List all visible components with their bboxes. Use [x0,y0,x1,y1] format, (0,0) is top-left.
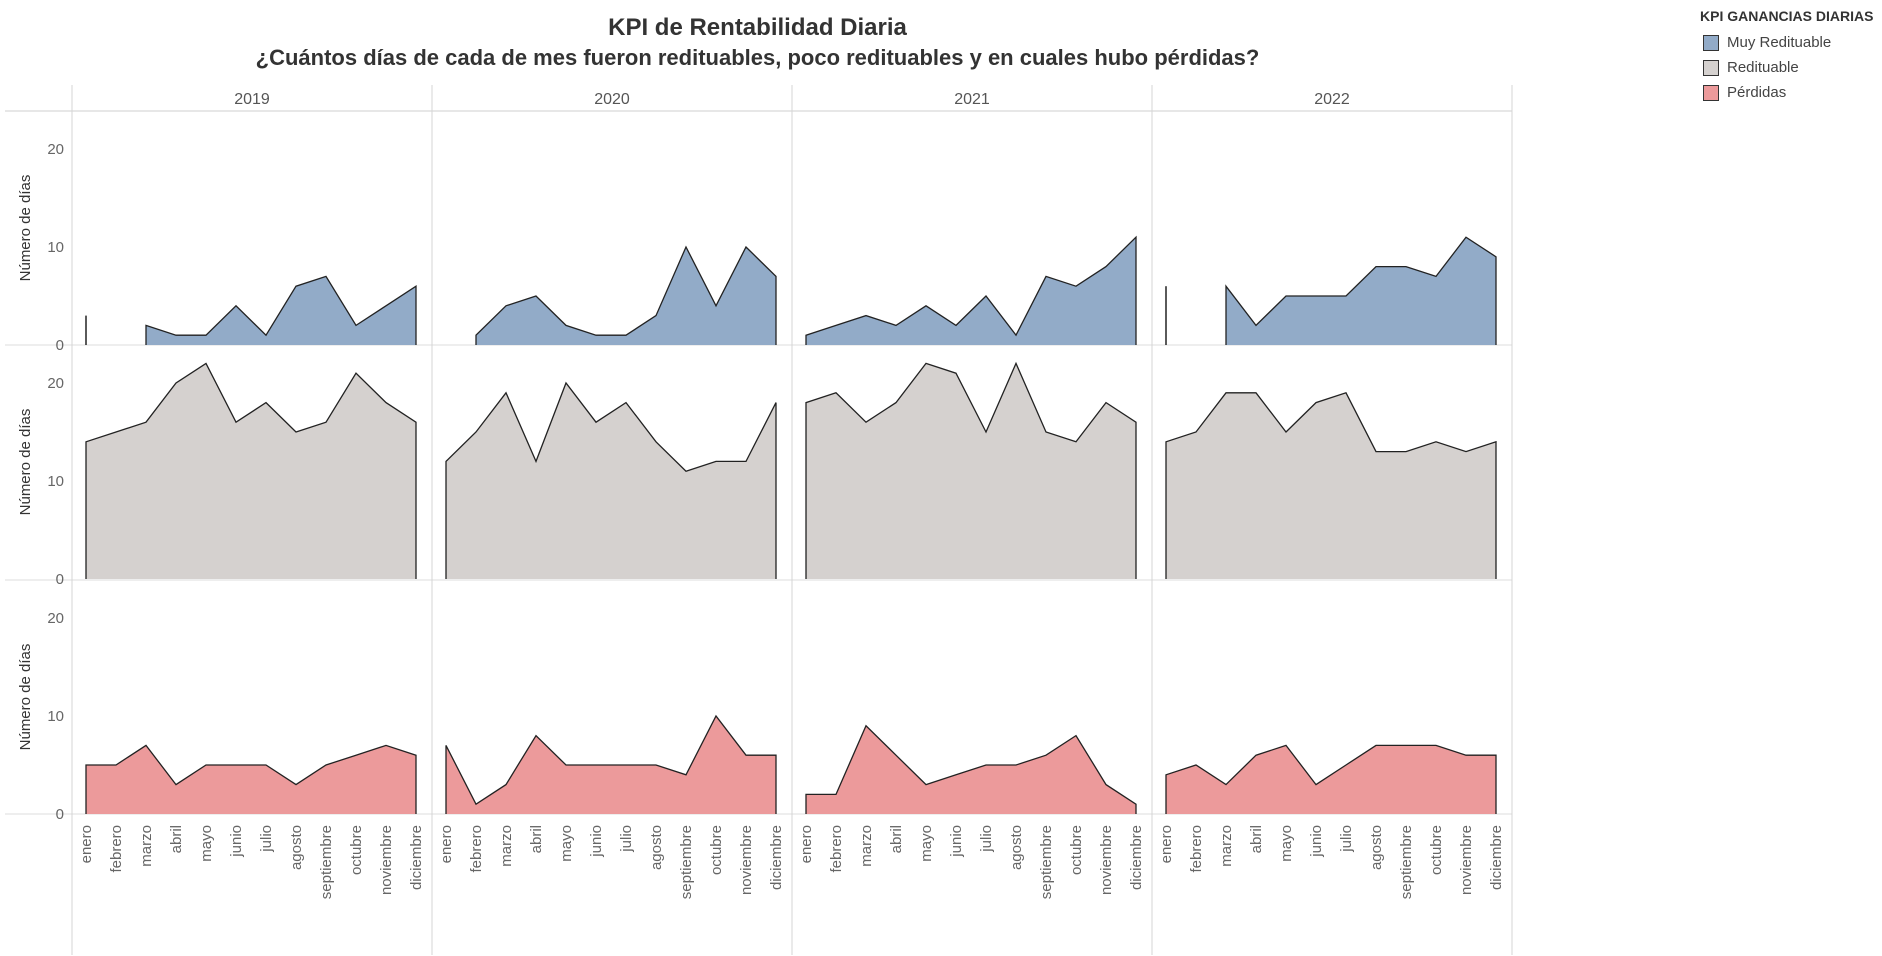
area-fill-perdidas-2019 [86,745,416,814]
month-tick-label-mayo-2019: mayo [198,825,215,862]
area-fill-muy-redituable-2021 [806,237,1136,345]
month-tick-label-julio-2019: julio [258,825,275,853]
y-axis-title: Número de días [17,409,34,516]
area-fill-muy-redituable-2020 [476,247,776,345]
month-tick-label-junio-2020: junio [588,825,605,858]
y-tick-label: 10 [47,473,64,490]
month-tick-label-julio-2021: julio [978,825,995,853]
area-fill-redituable-2020 [446,383,776,579]
month-tick-label-marzo-2021: marzo [858,825,875,867]
legend-swatch-perdidas [1703,84,1719,101]
month-tick-label-diciembre-2022: diciembre [1488,825,1505,890]
area-line-muy-redituable-2019 [145,275,417,345]
area-line-redituable-2019 [85,362,417,579]
y-axis-title: Número de días [17,644,34,751]
legend-item-muy-redituable[interactable]: Muy Redituable [1700,30,1880,55]
y-tick-label: 20 [47,610,64,627]
legend-item-perdidas[interactable]: Pérdidas [1700,80,1880,105]
month-tick-label-diciembre-2019: diciembre [408,825,425,890]
area-line-muy-redituable-2021 [805,235,1137,345]
month-tick-label-enero-2019: enero [78,825,95,863]
month-tick-label-marzo-2022: marzo [1218,825,1235,867]
month-tick-label-agosto-2019: agosto [288,825,305,870]
month-tick-label-agosto-2021: agosto [1008,825,1025,870]
month-tick-label-agosto-2020: agosto [648,825,665,870]
y-tick-label: 20 [47,141,64,158]
month-tick-label-noviembre-2019: noviembre [378,825,395,895]
month-tick-label-abril-2022: abril [1248,825,1265,853]
month-tick-label-octubre-2022: octubre [1428,825,1445,875]
area-line-perdidas-2022 [1165,744,1497,814]
year-header-2021: 2021 [954,91,990,108]
month-tick-label-enero-2022: enero [1158,825,1175,863]
month-tick-label-mayo-2022: mayo [1278,825,1295,862]
legend: KPI GANANCIAS DIARIAS Muy Redituable Red… [1700,8,1880,105]
month-tick-label-febrero-2021: febrero [828,825,845,873]
month-tick-label-diciembre-2021: diciembre [1128,825,1145,890]
area-fill-muy-redituable-2022 [1226,237,1496,345]
month-tick-label-abril-2020: abril [528,825,545,853]
month-tick-label-marzo-2019: marzo [138,825,155,867]
chart-title: KPI de Rentabilidad Diaria [608,14,907,41]
year-header-2022: 2022 [1314,91,1350,108]
y-tick-label: 10 [47,708,64,725]
month-tick-label-julio-2020: julio [618,825,635,853]
month-tick-label-septiembre-2022: septiembre [1398,825,1415,899]
month-tick-label-mayo-2020: mayo [558,825,575,862]
month-tick-label-febrero-2020: febrero [468,825,485,873]
month-tick-label-octubre-2020: octubre [708,825,725,875]
month-tick-label-septiembre-2019: septiembre [318,825,335,899]
month-tick-label-septiembre-2021: septiembre [1038,825,1055,899]
month-tick-label-marzo-2020: marzo [498,825,515,867]
month-tick-label-junio-2019: junio [228,825,245,858]
year-header-2020: 2020 [594,91,630,108]
month-tick-label-noviembre-2022: noviembre [1458,825,1475,895]
area-line-perdidas-2019 [85,744,417,814]
year-header-2019: 2019 [234,91,270,108]
y-tick-label: 10 [47,239,64,256]
month-tick-label-agosto-2022: agosto [1368,825,1385,870]
month-tick-label-septiembre-2020: septiembre [678,825,695,899]
area-line-muy-redituable-2020 [475,245,777,345]
area-line-redituable-2022 [1165,392,1497,579]
month-tick-label-julio-2022: julio [1338,825,1355,853]
area-fill-perdidas-2022 [1166,745,1496,814]
area-line-muy-redituable-2022 [1225,236,1497,345]
legend-swatch-muy-redituable [1703,34,1719,51]
area-fill-redituable-2021 [806,363,1136,579]
month-tick-label-febrero-2022: febrero [1188,825,1205,873]
month-tick-label-noviembre-2020: noviembre [738,825,755,895]
month-tick-label-enero-2020: enero [438,825,455,863]
month-tick-label-octubre-2019: octubre [348,825,365,875]
legend-label-muy-redituable: Muy Redituable [1727,34,1832,51]
month-tick-label-abril-2021: abril [888,825,905,853]
area-line-redituable-2020 [445,381,777,579]
month-tick-label-mayo-2021: mayo [918,825,935,862]
area-fill-redituable-2022 [1166,392,1496,579]
month-tick-label-enero-2021: enero [798,825,815,863]
y-tick-label: 20 [47,375,64,392]
y-tick-label: 0 [56,337,64,354]
area-fill-redituable-2019 [86,363,416,579]
y-tick-label: 0 [56,571,64,588]
legend-label-perdidas: Pérdidas [1727,84,1787,101]
chart-subtitle: ¿Cuántos días de cada de mes fueron redi… [255,45,1260,70]
month-tick-label-octubre-2021: octubre [1068,825,1085,875]
y-axis-title: Número de días [17,175,34,282]
month-tick-label-diciembre-2020: diciembre [768,825,785,890]
area-line-redituable-2021 [805,361,1137,579]
area-line-perdidas-2021 [805,724,1137,814]
area-line-perdidas-2020 [445,714,777,814]
legend-label-redituable: Redituable [1727,59,1799,76]
legend-swatch-redituable [1703,59,1719,76]
month-tick-label-noviembre-2021: noviembre [1098,825,1115,895]
month-tick-label-junio-2021: junio [948,825,965,858]
month-tick-label-abril-2019: abril [168,825,185,853]
month-tick-label-junio-2022: junio [1308,825,1325,858]
y-tick-label: 0 [56,806,64,823]
legend-title: KPI GANANCIAS DIARIAS [1700,8,1874,24]
month-tick-label-febrero-2019: febrero [108,825,125,873]
legend-item-redituable[interactable]: Redituable [1700,55,1880,80]
